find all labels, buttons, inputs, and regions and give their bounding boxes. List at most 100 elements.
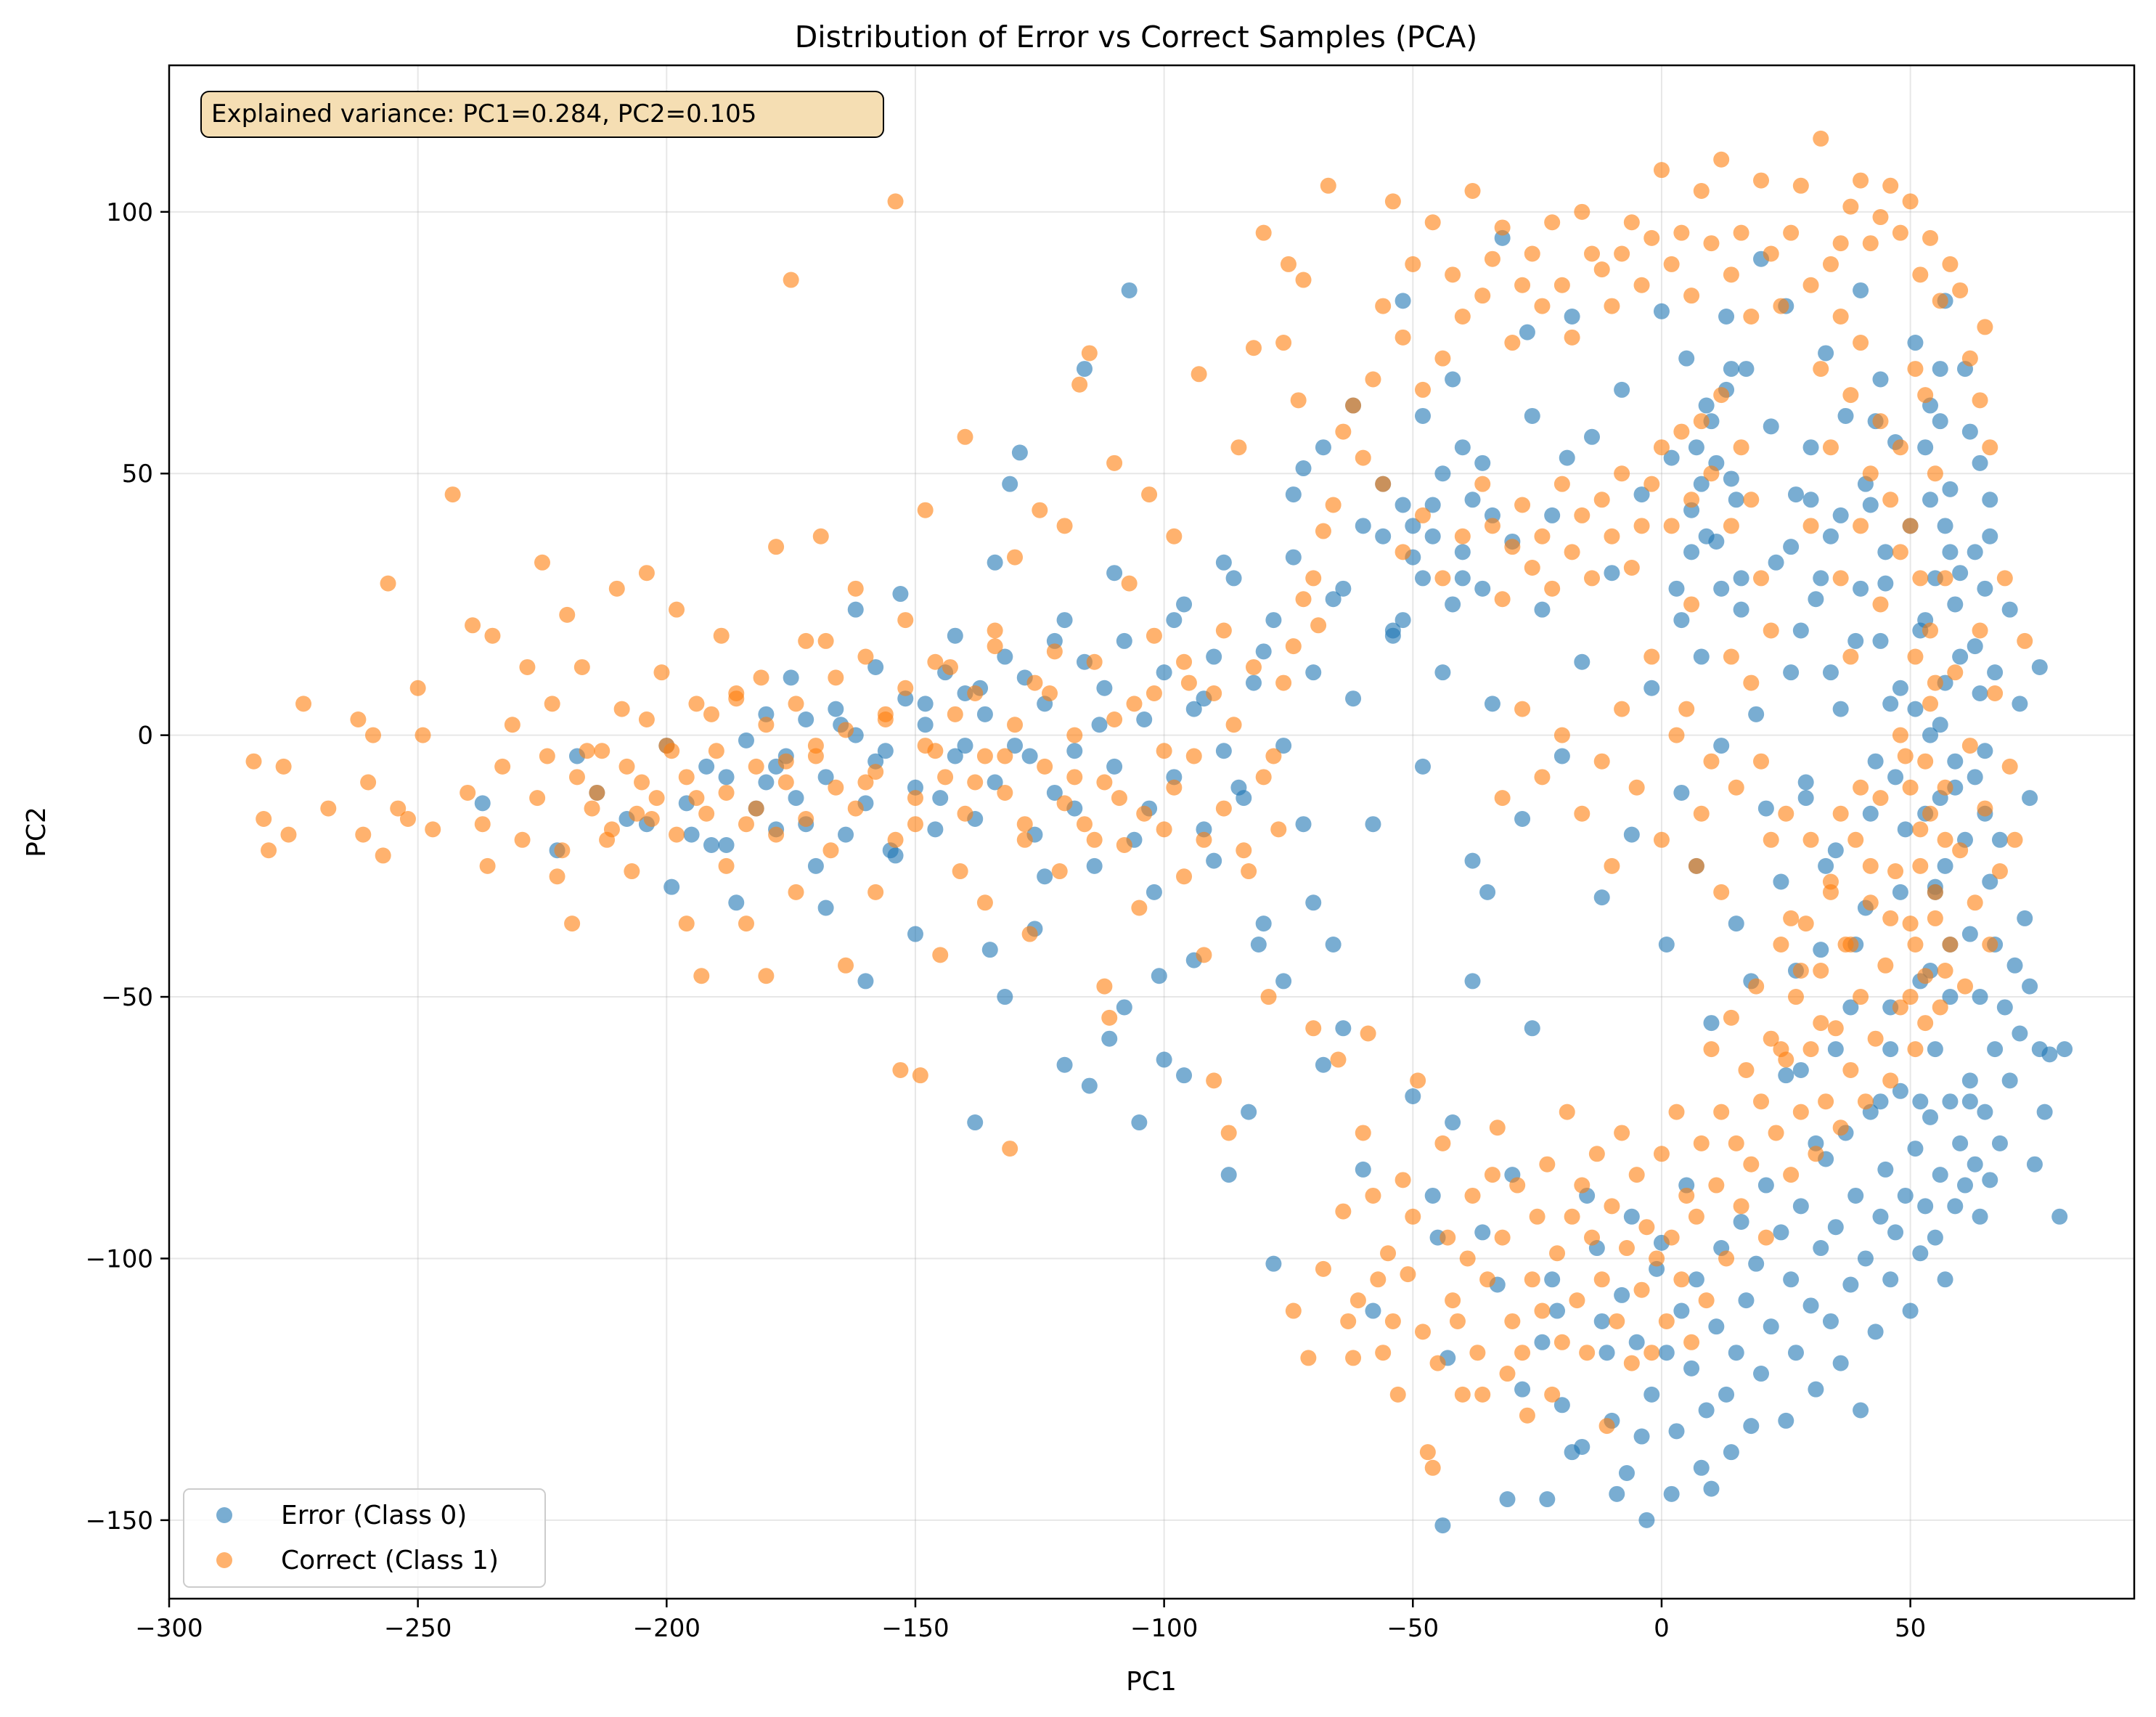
data-point [1454,308,1471,325]
data-point [1166,528,1183,545]
data-point [1778,1412,1794,1429]
legend: Error (Class 0) Correct (Class 1) [183,1488,546,1588]
data-point [559,606,576,623]
data-point [1718,1386,1735,1403]
data-point [1643,229,1660,246]
data-point [1882,1271,1899,1288]
data-point [1355,1161,1371,1178]
data-point [1912,1093,1929,1110]
data-points [245,130,2073,1534]
data-point [1365,371,1381,388]
data-point [1937,570,1953,587]
data-point [1917,387,1934,404]
data-point [1867,1030,1884,1047]
data-point [1609,1485,1625,1502]
data-point [1474,454,1491,471]
data-point [1937,857,1953,874]
data-point [1842,936,1859,953]
data-point [1783,224,1800,241]
data-point [1514,1381,1531,1398]
data-point [828,669,844,686]
data-point [1071,376,1088,393]
data-point [1633,277,1650,293]
data-point [1241,1104,1257,1120]
data-point [1937,963,1953,979]
data-point [1384,627,1401,644]
data-point [1579,1345,1596,1361]
data-point [1698,528,1715,545]
data-point [1832,805,1849,822]
data-point [1773,298,1789,314]
data-point [927,821,944,838]
data-point [474,795,491,812]
data-point [1773,936,1789,953]
data-point [1553,277,1570,293]
data-point [1822,256,1839,272]
data-point [1718,308,1735,325]
data-point [1872,632,1889,649]
data-point [1335,580,1352,597]
data-point [1196,831,1212,848]
data-point [1405,1088,1421,1105]
data-point [1932,361,1948,378]
data-point [1584,245,1601,262]
data-point [1822,664,1839,681]
data-point [589,784,605,801]
data-point [917,717,934,733]
data-point [1932,293,1948,309]
data-point [1882,1072,1899,1089]
data-point [1593,889,1610,906]
data-point [1121,282,1138,298]
data-point [1738,1292,1755,1309]
data-point [693,968,710,984]
data-point [1166,612,1183,629]
data-point [1867,1324,1884,1340]
data-point [1445,371,1461,388]
data-point [1961,423,1978,440]
data-point [738,732,754,749]
data-point [1643,476,1660,492]
data-point [1340,1313,1357,1329]
data-point [1315,439,1331,456]
data-point [1365,816,1381,833]
data-point [1405,518,1421,534]
data-point [1066,743,1083,759]
data-point [867,658,884,675]
data-point [867,764,884,780]
data-point [1862,497,1879,513]
data-point [1414,407,1431,424]
data-point [1524,559,1540,576]
data-point [544,696,560,712]
data-point [987,774,1003,791]
data-point [1037,868,1053,885]
data-point [1464,973,1481,990]
data-point [1877,544,1894,560]
data-point [1713,151,1730,168]
data-point [1564,544,1580,560]
data-point [748,758,764,775]
data-point [1534,298,1551,314]
data-point [1633,1281,1650,1298]
data-point [1593,1271,1610,1288]
data-point [912,1067,928,1084]
data-point [1215,622,1232,639]
data-point [1907,1041,1924,1058]
data-point [1942,936,1959,953]
data-point [1136,805,1153,822]
data-point [1156,664,1172,681]
data-point [1902,193,1919,210]
data-point [1614,245,1630,262]
data-point [1877,1161,1894,1178]
data-point [1529,1208,1545,1225]
data-point [1683,287,1700,304]
data-point [1549,1245,1566,1262]
y-tick-label: 0 [137,722,153,751]
data-point [1275,973,1292,990]
data-point [1977,580,1993,597]
data-point [1325,936,1342,953]
data-point [1996,999,2013,1016]
data-point [1907,335,1924,351]
data-point [375,847,391,864]
annotation-box: Explained variance: PC1=0.284, PC2=0.105 [200,91,884,138]
data-point [1245,674,1262,691]
